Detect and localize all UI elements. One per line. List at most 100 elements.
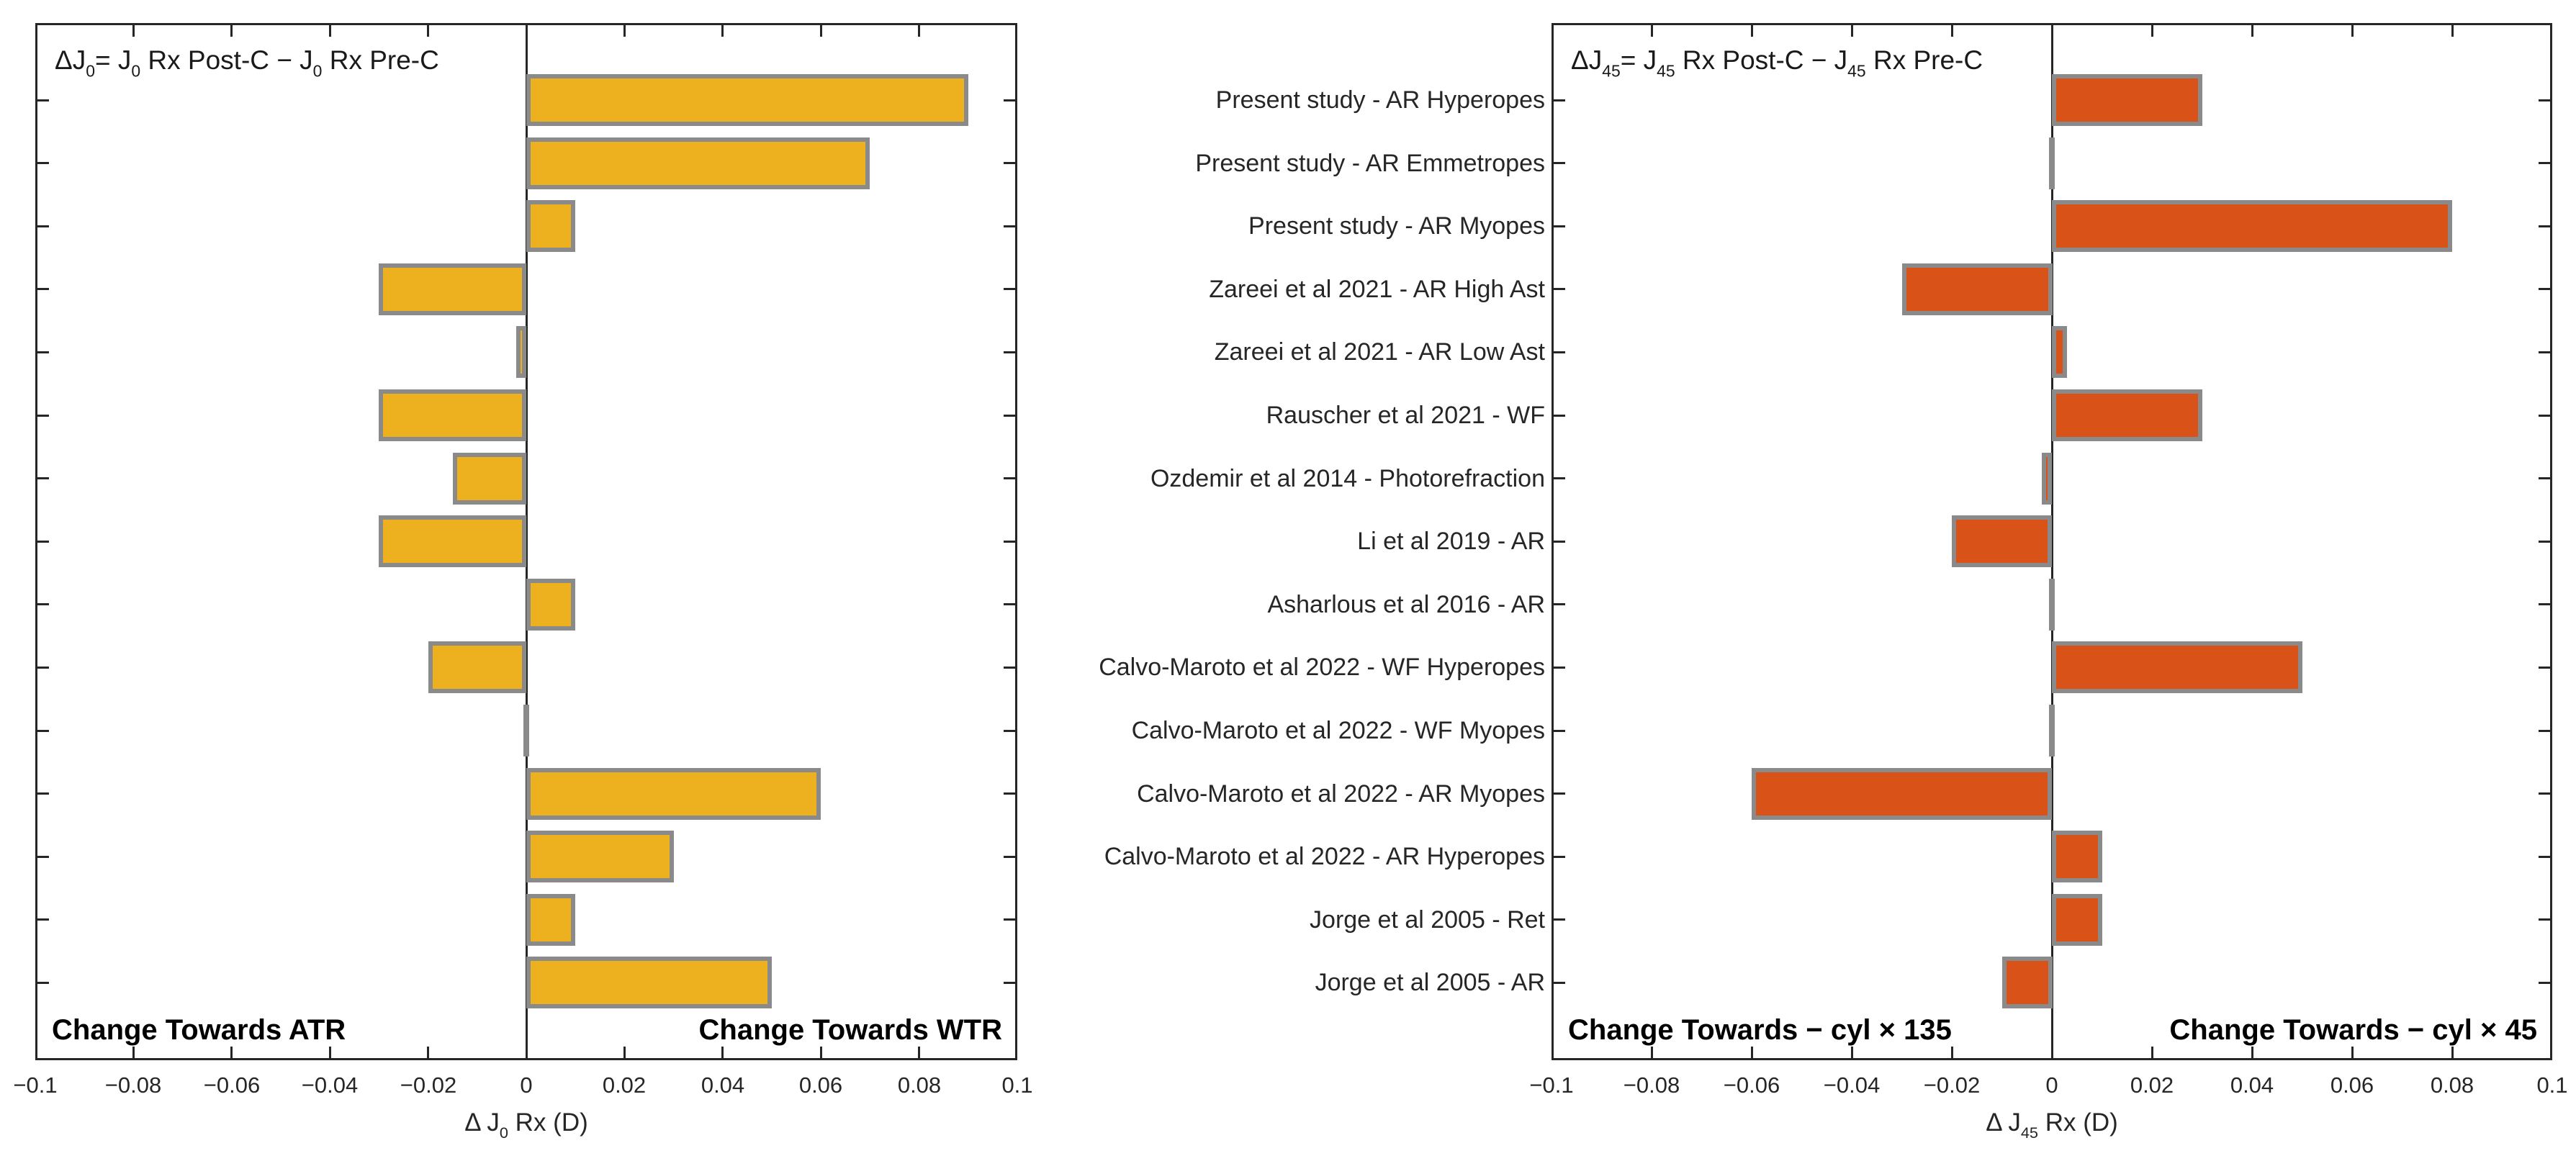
j45-y-tick — [2539, 730, 2550, 732]
j0-y-tick — [1004, 541, 1015, 543]
j0-y-tick — [37, 288, 49, 290]
j45-x-tick-label: −0.06 — [1723, 1072, 1780, 1098]
j0-x-tick-label: 0.04 — [701, 1072, 745, 1098]
j45-y-tick — [2539, 982, 2550, 984]
j0-x-tick-label: −0.08 — [104, 1072, 162, 1098]
label-text: Δ J — [464, 1108, 500, 1137]
category-label: Asharlous et al 2016 - AR — [1267, 591, 1545, 618]
j45-y-tick — [1554, 162, 1565, 164]
j0-annotation-wtr: Change Towards WTR — [698, 1014, 1002, 1046]
j0-bar-4 — [379, 263, 526, 315]
label-text: ΔJ — [1571, 45, 1603, 75]
j0-y-tick — [1004, 288, 1015, 290]
j0-x-tick — [132, 1047, 135, 1058]
j45-y-tick — [2539, 288, 2550, 290]
j45-bar-8 — [1952, 515, 2052, 567]
j45-x-tick-label: −0.04 — [1823, 1072, 1881, 1098]
subscript-text: 0 — [499, 1123, 508, 1142]
j0-y-tick — [37, 415, 49, 417]
j0-y-tick — [1004, 792, 1015, 795]
j45-x-tick — [1851, 25, 1853, 37]
j0-y-tick — [1004, 162, 1015, 164]
j45-x-tick-label: 0 — [2045, 1072, 2058, 1098]
j45-y-tick — [2539, 99, 2550, 101]
j0-x-tick — [721, 25, 724, 37]
j0-x-tick — [623, 25, 626, 37]
category-label: Zareei et al 2021 - AR High Ast — [1209, 276, 1545, 303]
j45-x-tick — [1751, 1047, 1753, 1058]
j0-plot-area: ΔJ0= J0 Rx Post-C − J0 Rx Pre-C Change T… — [35, 23, 1017, 1060]
subscript-text: 0 — [312, 61, 323, 81]
label-text: Rx (D) — [2037, 1108, 2118, 1137]
j45-y-tick — [1554, 415, 1565, 417]
j45-bar-zero-2 — [2049, 137, 2055, 189]
j0-x-tick — [623, 1047, 626, 1058]
j0-bar-7 — [453, 453, 526, 505]
j0-x-tick — [918, 1047, 920, 1058]
j45-y-tick — [1554, 792, 1565, 795]
j0-y-tick — [37, 351, 49, 353]
j45-y-tick — [1554, 667, 1565, 669]
j45-x-tick — [2151, 1047, 2153, 1058]
j45-y-tick — [2539, 351, 2550, 353]
j0-x-tick-label: 0.1 — [1001, 1072, 1033, 1098]
category-label: Ozdemir et al 2014 - Photorefraction — [1150, 465, 1545, 492]
j45-bar-10 — [2052, 641, 2302, 693]
j45-y-tick — [2539, 856, 2550, 858]
j45-x-tick — [2451, 25, 2454, 37]
j45-bar-5 — [2052, 326, 2067, 378]
j45-bar-1 — [2052, 74, 2202, 126]
j0-bar-15 — [526, 957, 772, 1008]
j0-x-tick — [329, 1047, 331, 1058]
j45-bar-7 — [2042, 453, 2052, 505]
j0-annotation-atr: Change Towards ATR — [52, 1014, 346, 1046]
j0-y-tick — [37, 99, 49, 101]
label-text: ΔJ — [55, 45, 86, 75]
j0-bar-zero-11 — [523, 705, 529, 756]
j0-x-tick — [329, 25, 331, 37]
j0-y-tick — [37, 667, 49, 669]
j0-x-tick-label: 0 — [520, 1072, 533, 1098]
j45-bar-13 — [2052, 831, 2102, 882]
label-text: = J — [1620, 45, 1657, 75]
j0-x-tick-label: −0.06 — [203, 1072, 261, 1098]
j0-y-tick — [37, 477, 49, 479]
j0-bar-6 — [379, 389, 526, 441]
j0-bar-8 — [379, 515, 526, 567]
subscript-text: 0 — [131, 61, 141, 81]
j45-x-tick-label: 0.1 — [2536, 1072, 2568, 1098]
j45-x-tick — [1651, 1047, 1653, 1058]
j0-y-tick — [1004, 225, 1015, 227]
j45-x-tick — [2351, 25, 2354, 37]
j45-annotation-cyl135: Change Towards − cyl × 135 — [1568, 1014, 1952, 1046]
j45-x-tick — [1651, 25, 1653, 37]
label-text: Rx Pre-C — [1865, 45, 1983, 75]
j45-equation: ΔJ45= J45 Rx Post-C − J45 Rx Pre-C — [1571, 45, 1983, 81]
j45-y-tick — [2539, 541, 2550, 543]
j0-y-tick — [1004, 603, 1015, 605]
j45-y-tick — [2539, 918, 2550, 921]
j0-bar-1 — [526, 74, 968, 126]
j45-zero-line — [2051, 25, 2053, 1058]
subscript-text: 45 — [1657, 61, 1675, 81]
j45-x-axis-label: Δ J45 Rx (D) — [1986, 1108, 2118, 1142]
j0-y-tick — [1004, 918, 1015, 921]
j0-x-tick — [427, 25, 429, 37]
j0-bar-13 — [526, 831, 674, 882]
j45-plot-area: ΔJ45= J45 Rx Post-C − J45 Rx Pre-C Chang… — [1552, 23, 2552, 1060]
j45-y-tick — [1554, 603, 1565, 605]
j0-bar-12 — [526, 768, 821, 820]
j0-bar-3 — [526, 200, 575, 252]
j0-y-tick — [37, 856, 49, 858]
j0-y-tick — [37, 541, 49, 543]
j45-x-tick — [2351, 1047, 2354, 1058]
j0-y-tick — [37, 730, 49, 732]
j45-x-tick — [1751, 25, 1753, 37]
j45-y-tick — [1554, 225, 1565, 227]
j0-y-tick — [1004, 667, 1015, 669]
j45-y-tick — [2539, 603, 2550, 605]
category-label: Calvo-Maroto et al 2022 - WF Hyperopes — [1099, 654, 1545, 681]
j45-x-tick — [2451, 1047, 2454, 1058]
j45-y-tick — [1554, 982, 1565, 984]
j45-y-tick — [2539, 415, 2550, 417]
